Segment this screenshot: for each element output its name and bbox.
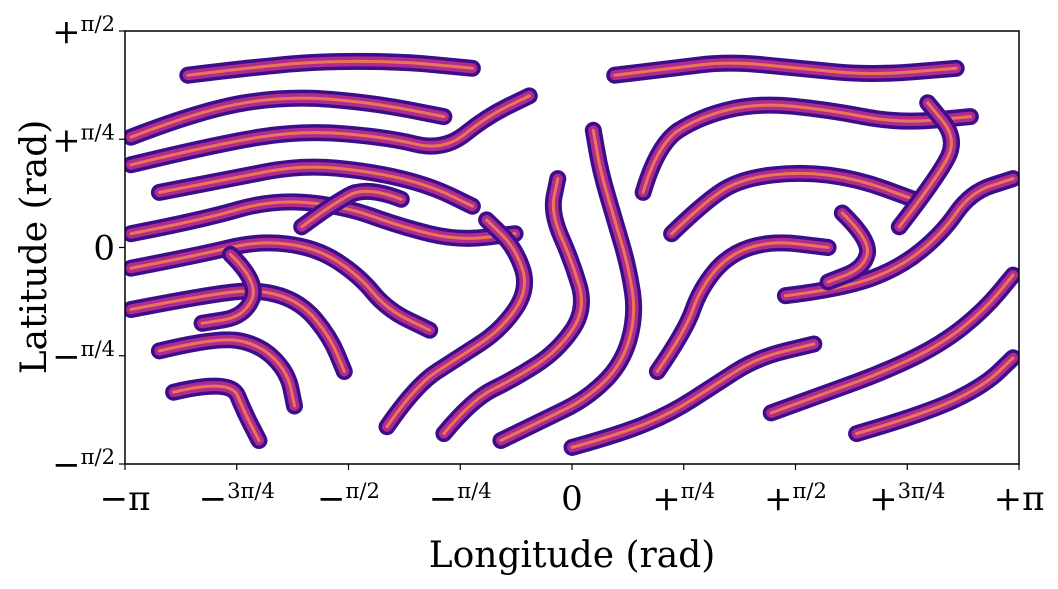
stripe-core <box>129 241 432 332</box>
stripe-core <box>186 59 474 77</box>
stripe-6 <box>150 331 303 415</box>
stripe-11 <box>563 335 823 456</box>
stripe-15 <box>606 54 965 84</box>
stripe-7 <box>165 377 268 449</box>
stripe-17 <box>762 266 1019 422</box>
stripe-22 <box>293 182 410 236</box>
stripe-pattern <box>125 52 1019 456</box>
stripe-core <box>670 171 915 236</box>
stripe-1 <box>125 87 538 174</box>
x-tick-label: −3π/4 <box>199 478 275 519</box>
y-tick-label: +π/2 <box>52 11 115 52</box>
y-tick-label: +π/4 <box>52 119 115 160</box>
stripe-core <box>613 61 958 77</box>
stripe-14 <box>634 96 979 201</box>
x-tick-label: +π/2 <box>764 478 827 519</box>
stripe-23 <box>819 204 877 291</box>
stripe-core <box>499 128 636 442</box>
stripe-core <box>385 218 527 429</box>
stripe-core <box>172 384 261 442</box>
y-tick-label: −π/4 <box>52 336 115 377</box>
x-tick-label: +π/4 <box>652 478 715 519</box>
stripe-8 <box>378 211 534 436</box>
stripe-core <box>769 273 1015 415</box>
stripe-0 <box>125 89 453 146</box>
stripe-core <box>855 356 1015 436</box>
x-axis-ticks: −π −3π/4 −π/2 −π/4 0 +π/4 +π/2 +3π/4 +π <box>100 464 1045 519</box>
stripe-core <box>157 165 474 208</box>
stripe-core <box>300 189 403 229</box>
stripe-10 <box>492 121 643 449</box>
x-tick-label: −π/2 <box>317 478 380 519</box>
stripe-core <box>826 211 870 284</box>
stripe-5 <box>125 282 353 380</box>
stripe-core <box>129 94 531 167</box>
stripe-core <box>655 241 830 373</box>
x-tick-label: 0 <box>561 479 583 519</box>
y-tick-label: −π/2 <box>52 444 115 485</box>
stripe-core <box>570 342 816 449</box>
stripe-19 <box>890 94 960 236</box>
stripe-18 <box>848 349 1019 443</box>
x-axis-label: Longitude (rad) <box>429 535 716 576</box>
stripe-16 <box>776 170 1019 305</box>
stripe-core <box>442 177 583 436</box>
stripe-core <box>641 103 972 194</box>
y-axis-ticks: +π/2 +π/4 0 −π/4 −π/2 <box>52 11 125 485</box>
stripe-13 <box>663 164 922 243</box>
y-axis-label: Latitude (rad) <box>14 120 55 375</box>
stripe-2 <box>150 158 481 215</box>
y-tick-label: 0 <box>93 229 115 269</box>
stripe-12 <box>648 234 837 380</box>
stripe-20 <box>179 52 481 84</box>
stripe-core <box>129 289 346 373</box>
stripe-core <box>157 338 296 408</box>
stripe-core <box>200 252 255 325</box>
stripe-9 <box>435 170 590 443</box>
x-tick-label: +π <box>994 479 1045 519</box>
stripe-core <box>129 96 446 139</box>
x-tick-label: −π/4 <box>429 478 492 519</box>
stripe-core <box>897 101 953 229</box>
stripe-21 <box>193 245 262 332</box>
stripe-core <box>783 177 1015 298</box>
stripe-4 <box>125 234 439 339</box>
x-tick-label: +3π/4 <box>869 478 945 519</box>
x-tick-label: −π <box>100 479 151 519</box>
